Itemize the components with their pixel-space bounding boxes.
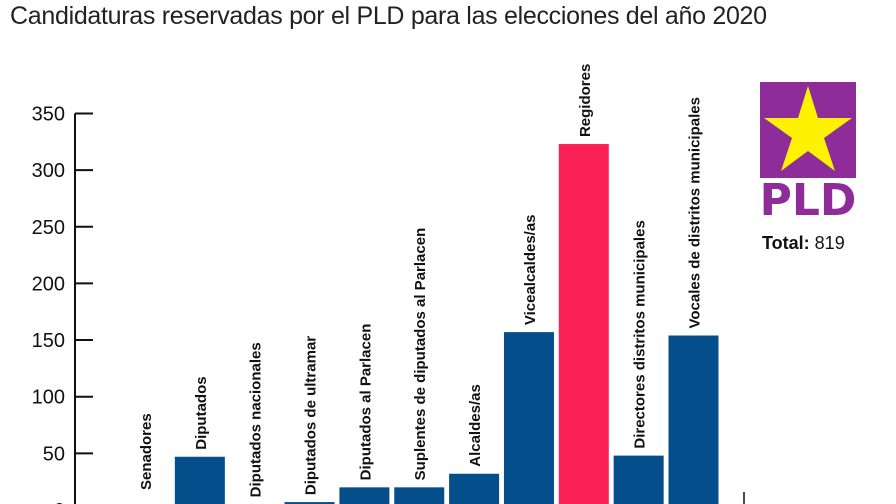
bar [174,456,225,504]
bar [558,144,609,504]
y-tick-label: 300 [32,160,65,182]
bar-label: Diputados [193,376,210,449]
star-icon [764,86,852,171]
bar-label: Regidores [577,64,594,137]
y-tick-label: 100 [32,387,65,409]
bar [449,473,500,504]
bar-label: Vicealcaldes/as [522,214,539,325]
bar-label: Senadores [138,413,155,490]
bar-label: Diputados al Parlacen [357,324,374,481]
y-tick-label: 350 [32,103,65,125]
bar-label: Suplentes de diputados al Parlacen [412,228,429,481]
y-tick-label: 50 [43,443,65,465]
total-label: Total: [762,233,810,253]
y-tick-label: 250 [32,217,65,239]
bar [394,487,445,504]
chart-title: Candidaturas reservadas por el PLD para … [10,2,767,30]
bar [503,332,554,504]
bar-label: Vocales de distritos municipales [687,97,704,328]
bar [339,487,390,504]
logo-text: PLD [760,175,856,216]
bar [284,502,335,504]
bar-label: Directores distritos municipales [632,220,649,448]
bar [613,455,664,504]
y-tick-label: 0 [54,500,65,504]
y-tick-label: 200 [32,273,65,295]
total-value: 819 [814,233,845,253]
pld-logo: PLD [760,82,856,226]
bar [668,335,719,504]
bar-label: Diputados nacionales [248,342,265,497]
bar-label: Alcaldes/as [467,384,484,467]
bar-label: Diputados de ultramar [303,336,320,495]
total-readout: Total: 819 [762,233,845,254]
y-tick-label: 150 [32,330,65,352]
